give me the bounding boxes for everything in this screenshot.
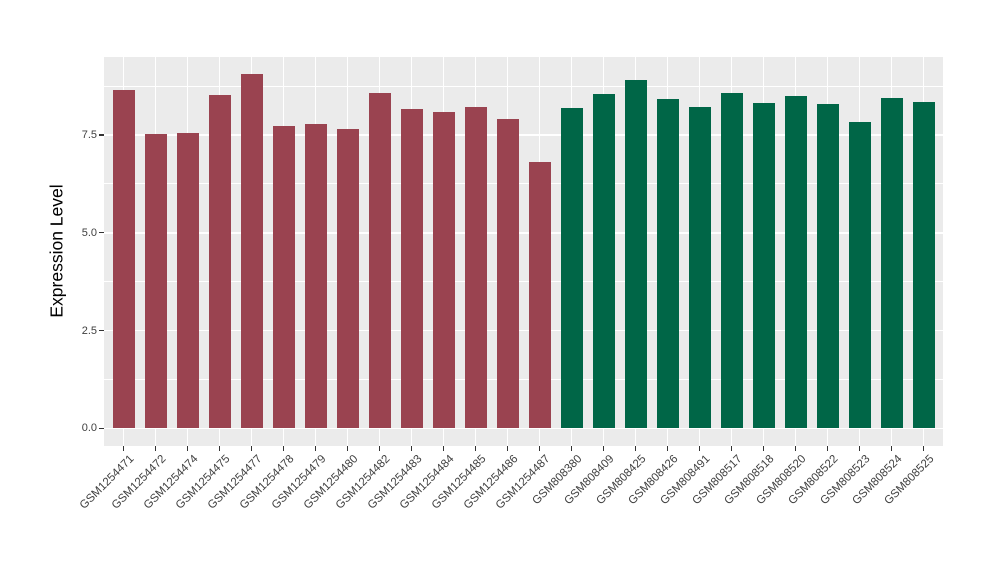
- gridline-horizontal-minor: [104, 378, 943, 380]
- y-tick-label: 2.5: [81, 324, 97, 337]
- gridline-horizontal-major: [104, 231, 943, 234]
- bar: [240, 73, 263, 429]
- gridline-horizontal-minor: [104, 85, 943, 87]
- x-tick-mark: [698, 446, 701, 451]
- bar: [848, 122, 871, 429]
- bar: [432, 112, 455, 429]
- bar: [336, 129, 359, 429]
- x-tick-mark: [282, 446, 285, 451]
- x-tick-mark: [154, 446, 157, 451]
- y-tick-label: 7.5: [81, 128, 97, 141]
- x-tick-mark: [602, 446, 605, 451]
- y-tick-mark: [99, 329, 104, 332]
- bar: [144, 134, 167, 429]
- bar: [272, 125, 295, 429]
- x-tick-mark: [218, 446, 221, 451]
- bar: [912, 102, 935, 429]
- x-tick-mark: [922, 446, 925, 451]
- gridline-horizontal-major: [104, 329, 943, 332]
- bar: [720, 93, 743, 429]
- bar: [464, 106, 487, 429]
- x-tick-mark: [410, 446, 413, 451]
- bar: [496, 118, 519, 429]
- plot-panel: [104, 57, 943, 446]
- bar: [528, 161, 551, 429]
- x-tick-mark: [634, 446, 637, 451]
- x-tick-mark: [794, 446, 797, 451]
- x-tick-mark: [442, 446, 445, 451]
- gridline-horizontal-minor: [104, 281, 943, 283]
- x-tick-mark: [858, 446, 861, 451]
- bar: [656, 99, 679, 429]
- x-tick-mark: [122, 446, 125, 451]
- y-tick-label: 0.0: [81, 422, 97, 435]
- bar: [400, 109, 423, 429]
- bar: [624, 79, 647, 429]
- x-tick-mark: [506, 446, 509, 451]
- x-tick-mark: [762, 446, 765, 451]
- bar: [816, 104, 839, 429]
- x-tick-mark: [890, 446, 893, 451]
- x-tick-mark: [570, 446, 573, 451]
- y-tick-label: 5.0: [81, 226, 97, 239]
- y-tick-mark: [99, 134, 104, 136]
- bar: [208, 95, 231, 429]
- x-tick-mark: [826, 446, 829, 451]
- x-tick-mark: [378, 446, 381, 451]
- x-tick-mark: [186, 446, 189, 451]
- bar: [752, 102, 775, 429]
- bar: [368, 92, 391, 429]
- x-tick-mark: [666, 446, 669, 451]
- bar: [688, 106, 711, 429]
- gridline-horizontal-major: [104, 427, 943, 430]
- gridline-horizontal-minor: [104, 183, 943, 185]
- x-tick-mark: [538, 446, 541, 451]
- y-tick-mark: [99, 232, 104, 234]
- x-tick-mark: [474, 446, 477, 451]
- y-tick-mark: [99, 427, 104, 429]
- bar: [592, 94, 615, 429]
- x-tick-mark: [314, 446, 317, 451]
- bar: [176, 132, 199, 429]
- x-tick-mark: [730, 446, 733, 451]
- x-tick-mark: [346, 446, 349, 451]
- bar: [112, 89, 135, 429]
- x-tick-mark: [250, 446, 253, 451]
- bar: [560, 107, 583, 429]
- bar: [784, 96, 807, 429]
- bar: [304, 124, 327, 429]
- gridline-horizontal-major: [104, 134, 943, 136]
- y-axis-title: Expression Level: [46, 184, 67, 318]
- bar: [880, 97, 903, 429]
